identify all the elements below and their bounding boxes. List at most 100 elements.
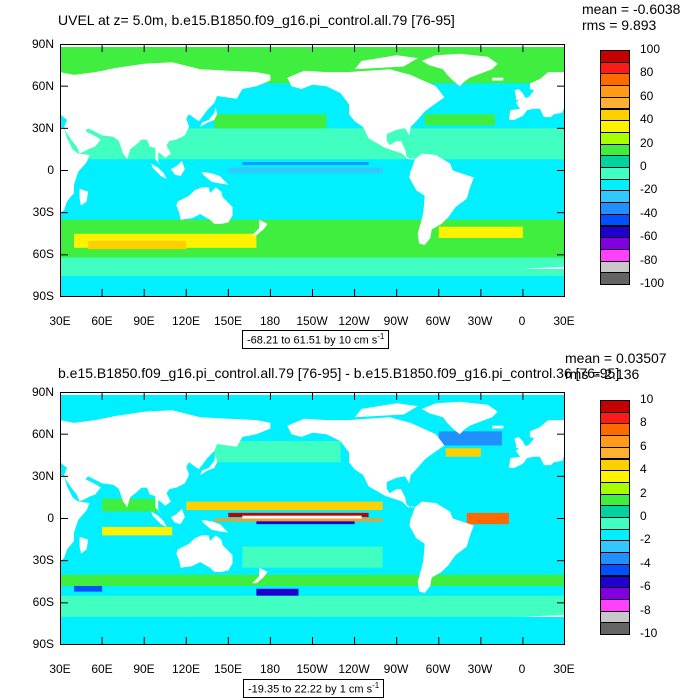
landmass-europeW (508, 72, 565, 120)
rms-value: rms = 9.893 (582, 17, 657, 33)
landmass-newguinea (201, 171, 229, 185)
lat-label: 0 (47, 163, 54, 177)
colorbar-label: 60 (640, 88, 654, 103)
lat-label: 60N (31, 79, 54, 93)
landmass-madagascar (79, 536, 89, 554)
lon-label: 90W (383, 314, 409, 328)
field-band (88, 240, 187, 250)
panel-title: UVEL at z= 5.0m, b.e15.B1850.f09_g16.pi_… (58, 12, 455, 28)
lat-label: 30S (32, 553, 54, 567)
colorbar-swatch (600, 272, 630, 285)
landmass-eurasia (60, 62, 271, 168)
colorbar-label: 2 (640, 485, 647, 500)
colorbar-label: 40 (640, 112, 654, 127)
lon-label: 150E (213, 314, 243, 328)
landmass-nz (252, 219, 268, 236)
map-frame (60, 44, 565, 297)
lat-label: 0 (47, 511, 54, 525)
lat-label: 60N (31, 427, 54, 441)
landmass-iceland (492, 425, 504, 429)
landmass-japan (200, 455, 218, 475)
lon-label: 30E (553, 662, 575, 676)
lon-label: 150W (296, 314, 328, 328)
colorbar-label: 80 (640, 65, 654, 80)
lon-label: 30E (49, 314, 71, 328)
colorbar-label: -80 (640, 252, 658, 267)
landmass-nz (252, 567, 268, 584)
landmass-africa (60, 126, 90, 215)
lat-label: 30N (31, 469, 54, 483)
mean-value: mean = -0.6038 (582, 1, 681, 17)
field-band (102, 526, 173, 536)
landmass-japan (200, 107, 218, 127)
colorbar-label: 20 (640, 135, 654, 150)
colorbar-label: -8 (640, 602, 651, 617)
field-band (466, 512, 509, 525)
colorbar-label: -2 (640, 532, 651, 547)
landmass-greenland (421, 53, 498, 87)
lat-label: 90N (31, 37, 54, 51)
colorbar-label: 100 (640, 42, 661, 56)
lon-label: 30E (49, 662, 71, 676)
lat-label: 60S (32, 247, 54, 261)
lon-label: 120E (171, 314, 201, 328)
map-panel-bottom: b.e15.B1850.f09_g16.pi_control.all.79 [7… (0, 350, 700, 700)
landmass-uk (514, 89, 526, 101)
colorbar-label: -10 (640, 626, 658, 640)
field-band (102, 498, 159, 512)
landmass-borneoSumatra (151, 511, 167, 527)
lon-label: 120E (171, 662, 201, 676)
field-band (214, 441, 341, 463)
landmass-europeW (508, 420, 565, 468)
landmass-americasN (287, 417, 445, 508)
colorbar-label: 0 (640, 159, 647, 173)
lon-label: 90W (383, 662, 409, 676)
lon-label: 30W (467, 314, 493, 328)
colorbar-label: -6 (640, 579, 651, 594)
lat-label: 90S (32, 289, 54, 303)
landmass-arcticCA (354, 55, 418, 70)
colorbar-label: -20 (640, 182, 658, 197)
colorbar-label: -60 (640, 229, 658, 244)
landmass-americasS (409, 501, 474, 593)
landmass-newguinea (201, 519, 229, 533)
field-band (60, 595, 565, 617)
lon-label: 60W (425, 314, 451, 328)
landmass-madagascar (79, 188, 89, 206)
velocity-difference-map (60, 392, 565, 645)
map-frame (60, 392, 565, 645)
colorbar-label: 6 (640, 438, 647, 453)
landmass-australia (176, 187, 233, 224)
velocity-field-map (60, 44, 565, 297)
field-band (438, 226, 523, 238)
field-band (242, 546, 383, 568)
landmass-borneoSumatra (151, 163, 167, 179)
lat-label: 30N (31, 121, 54, 135)
field-band (228, 167, 383, 174)
field-band (214, 518, 383, 522)
lat-label: 60S (32, 595, 54, 609)
colorbar-label: 8 (640, 415, 647, 430)
field-band (186, 501, 383, 511)
landmass-americasS (409, 153, 474, 245)
lon-label: 150E (213, 662, 243, 676)
lon-label: 90E (133, 314, 155, 328)
colorbar-label: 0 (640, 509, 647, 523)
landmass-iceland (492, 77, 504, 81)
field-band (214, 114, 327, 129)
landmass-australia (176, 535, 233, 572)
field-band (438, 431, 502, 446)
rms-value: rms = 2.136 (565, 366, 640, 382)
map-panel-top: UVEL at z= 5.0m, b.e15.B1850.f09_g16.pi_… (31, 1, 681, 349)
landmass-greenland (421, 401, 498, 435)
landmass-africa (60, 474, 90, 563)
colorbar-label: -4 (640, 555, 651, 570)
lon-label: 90E (133, 662, 155, 676)
mean-value: mean = 0.03507 (565, 350, 667, 366)
lon-label: 30W (467, 662, 493, 676)
colorbar-label: -40 (640, 205, 658, 220)
lat-label: 30S (32, 205, 54, 219)
lon-label: 0 (518, 662, 526, 676)
field-band (60, 574, 565, 586)
panel-title: b.e15.B1850.f09_g16.pi_control.all.79 [7… (58, 365, 620, 381)
